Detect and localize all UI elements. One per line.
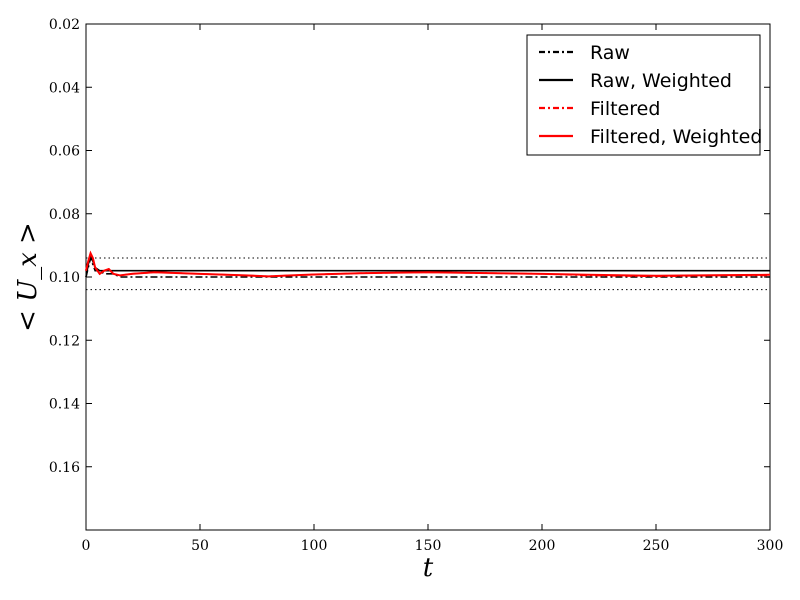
reference-lines (86, 257, 770, 291)
y-axis: 0.02 0.04 0.06 0.08 0.10 0.12 0.14 0.16 (49, 17, 770, 476)
series-line-3 (85, 250, 771, 278)
series-line-0 (85, 255, 770, 278)
x-tick-label: 0 (82, 538, 91, 554)
legend-label-3: Filtered, Weighted (590, 126, 762, 148)
x-tick-label: 150 (415, 538, 442, 554)
x-axis: 0 50 100 150 200 250 300 (82, 24, 784, 554)
x-tick-label: 100 (301, 538, 328, 554)
legend-label-2: Filtered (590, 98, 660, 120)
x-tick-label: 200 (529, 538, 556, 554)
legend-label-0: Raw (590, 42, 630, 64)
y-tick-label: 0.04 (49, 80, 80, 96)
y-tick-label: 0.08 (49, 207, 80, 223)
y-tick-label: 0.12 (49, 333, 80, 349)
x-tick-label: 50 (191, 538, 209, 554)
series-layer (85, 250, 771, 278)
y-tick-label: 0.16 (49, 460, 80, 476)
x-tick-label: 300 (757, 538, 784, 554)
x-axis-label: t (423, 553, 434, 583)
y-tick-label: 0.06 (49, 144, 80, 160)
y-axis-label: < U_x > (13, 222, 43, 332)
legend: Raw Raw, Weighted Filtered Filtered, Weight… (526, 34, 762, 156)
legend-label-1: Raw, Weighted (590, 70, 732, 92)
y-tick-label: 0.14 (49, 397, 80, 413)
y-tick-label: 0.10 (49, 270, 80, 286)
y-tick-label: 0.02 (49, 17, 80, 33)
x-tick-label: 250 (643, 538, 670, 554)
